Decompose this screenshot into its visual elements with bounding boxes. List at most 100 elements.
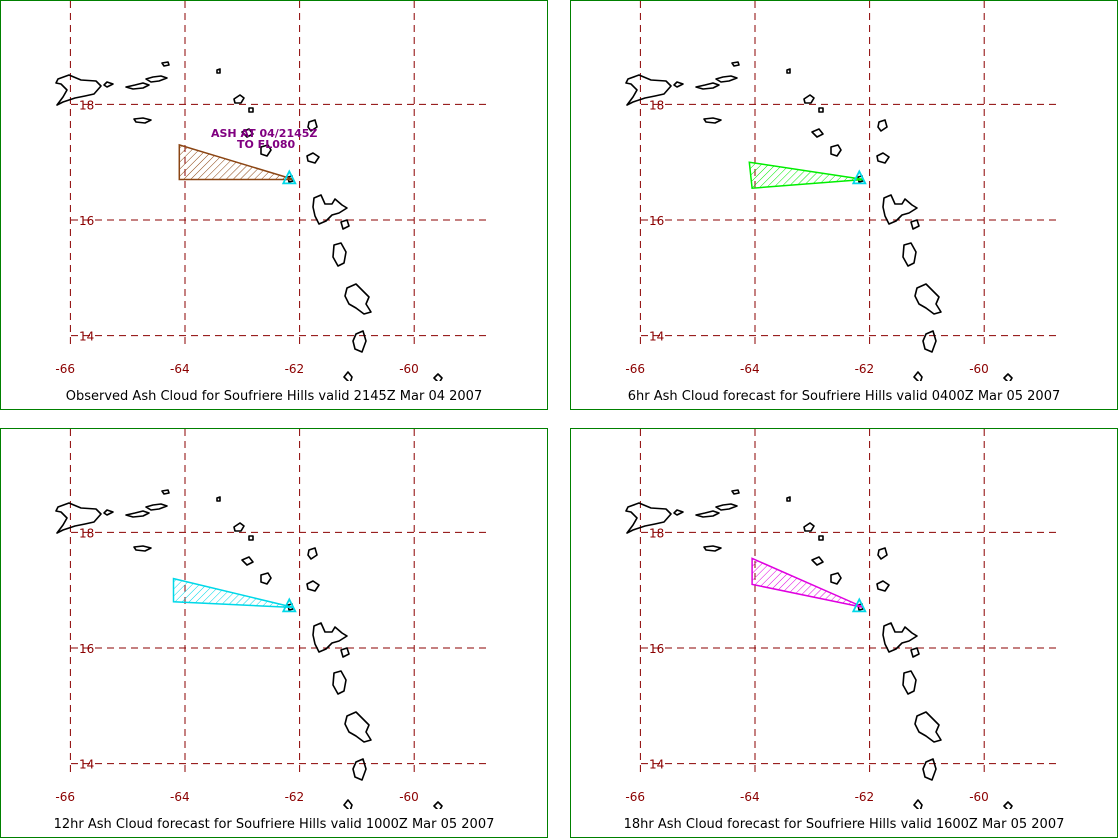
marie-galante-coast: [910, 219, 920, 230]
ash-cloud-polygon: [178, 143, 295, 181]
volcano-marker-icon: [851, 169, 867, 185]
graticule: [639, 429, 1061, 774]
latitude-label: 16: [79, 642, 94, 656]
coastlines: [55, 489, 443, 809]
dominica-coast: [902, 670, 917, 695]
dominica-coast: [332, 670, 347, 695]
ash-cloud-polygon: [748, 161, 865, 190]
antigua-coast: [830, 572, 842, 585]
puerto-rico-coast: [625, 74, 672, 106]
longitude-label: -62: [285, 790, 305, 804]
marie-galante-coast: [340, 219, 350, 230]
anguilla-coast: [216, 496, 221, 502]
island-east-1-coast: [307, 119, 318, 132]
longitude-label: -64: [740, 362, 760, 376]
st-vincent-coast: [913, 799, 923, 809]
virgin-islands-coast: [695, 510, 720, 518]
st-vincent-coast: [343, 371, 353, 381]
latitude-label: 18: [649, 526, 664, 540]
nevis-coast: [241, 556, 254, 566]
vieques-coast: [103, 81, 114, 88]
coastlines: [625, 61, 1013, 381]
longitude-label: -64: [740, 790, 760, 804]
longitude-label: -60: [399, 362, 419, 376]
graticule: [69, 1, 491, 346]
antigua-coast: [260, 572, 272, 585]
anegada-coast: [731, 489, 740, 495]
latitude-label: 14: [79, 758, 94, 772]
volcano-marker-icon: [281, 169, 297, 185]
martinique-coast: [344, 711, 372, 743]
barbuda-coast: [818, 107, 824, 113]
antigua-coast: [830, 144, 842, 157]
virgin-islands-coast: [695, 82, 720, 90]
anegada-coast: [161, 61, 170, 67]
map-6hr: 18 16 14 -66 -64 -62 -60: [625, 1, 1061, 381]
latitude-label: 14: [649, 758, 664, 772]
anegada-coast: [161, 489, 170, 495]
barbuda-coast: [248, 107, 254, 113]
latitude-label: 14: [79, 330, 94, 344]
tortola-coast: [715, 75, 738, 83]
martinique-coast: [914, 711, 942, 743]
st-lucia-coast: [922, 330, 937, 353]
latitude-label: 16: [649, 214, 664, 228]
panel-caption: 6hr Ash Cloud forecast for Soufriere Hil…: [627, 389, 1061, 404]
map-18hr: 18 16 14 -66 -64 -62 -60: [625, 429, 1061, 809]
barbados-coast: [433, 801, 443, 809]
island-east-1-coast: [877, 547, 888, 560]
puerto-rico-coast: [55, 502, 102, 534]
puerto-rico-coast: [55, 74, 102, 106]
st-lucia-coast: [352, 330, 367, 353]
st-martin-coast: [803, 94, 815, 104]
ash-annotation-line: TO FL080: [237, 138, 296, 151]
st-martin-coast: [803, 522, 815, 532]
panel-caption: 18hr Ash Cloud forecast for Soufriere Hi…: [623, 817, 1065, 832]
nevis-coast: [811, 128, 824, 138]
puerto-rico-coast: [625, 502, 672, 534]
ash-cloud-polygon: [172, 577, 295, 609]
barbuda-coast: [818, 535, 824, 541]
guadeloupe-coast: [312, 194, 348, 225]
ash-cloud-polygon: [751, 557, 865, 609]
longitude-label: -66: [625, 790, 645, 804]
graticule: [639, 1, 1061, 346]
anegada-coast: [731, 61, 740, 67]
st-lucia-coast: [352, 758, 367, 781]
st-croix-coast: [703, 545, 722, 552]
st-lucia-coast: [922, 758, 937, 781]
panel-6hr-forecast: 18 16 14 -66 -64 -62 -60 6hr Ash Cloud forecas…: [570, 0, 1118, 410]
longitude-label: -64: [170, 790, 190, 804]
coastlines: [625, 489, 1013, 809]
st-vincent-coast: [343, 799, 353, 809]
martinique-coast: [344, 283, 372, 315]
island-east-2-coast: [306, 152, 320, 164]
dominica-coast: [902, 242, 917, 267]
antigua-coast: [260, 144, 272, 157]
tortola-coast: [145, 503, 168, 511]
longitude-label: -66: [55, 790, 75, 804]
dominica-coast: [332, 242, 347, 267]
graticule: [69, 429, 491, 774]
map-12hr: 18 16 14 -66 -64 -62 -60: [55, 429, 491, 809]
anguilla-coast: [786, 68, 791, 74]
island-east-2-coast: [306, 580, 320, 592]
longitude-label: -60: [969, 362, 989, 376]
panel-18hr-forecast: 18 16 14 -66 -64 -62 -60 18hr Ash Cloud foreca…: [570, 428, 1118, 838]
st-martin-coast: [233, 522, 245, 532]
virgin-islands-coast: [125, 510, 150, 518]
barbados-coast: [1003, 373, 1013, 381]
longitude-label: -66: [55, 362, 75, 376]
tortola-coast: [715, 503, 738, 511]
montserrat-coast: [857, 603, 864, 611]
island-east-1-coast: [877, 119, 888, 132]
vieques-coast: [673, 81, 684, 88]
panel-caption: 12hr Ash Cloud forecast for Soufriere Hi…: [53, 817, 495, 832]
latitude-label: 16: [79, 214, 94, 228]
barbuda-coast: [248, 535, 254, 541]
tortola-coast: [145, 75, 168, 83]
volcano-marker-icon: [851, 597, 867, 613]
longitude-label: -66: [625, 362, 645, 376]
guadeloupe-coast: [882, 194, 918, 225]
